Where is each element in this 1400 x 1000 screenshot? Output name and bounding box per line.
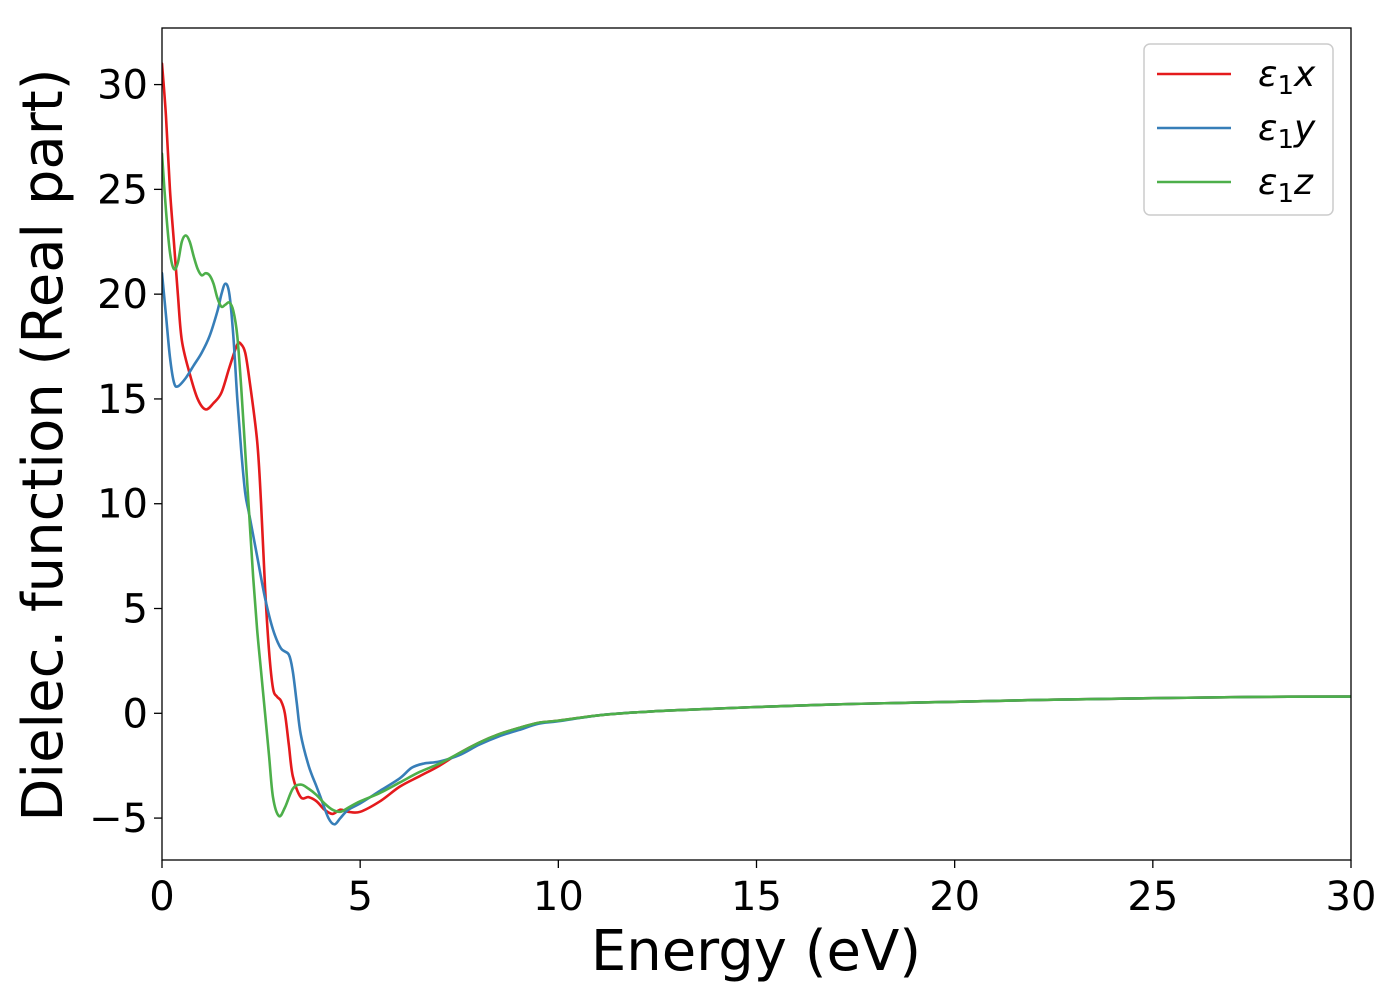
x-axis: 0 5 10 15 20 25 30 <box>149 860 1376 920</box>
legend-label-y: ε1y <box>1258 108 1316 155</box>
x-tick-label: 20 <box>929 874 980 920</box>
y-tick-label: 25 <box>97 167 148 213</box>
legend-box <box>1143 43 1334 216</box>
legend-label-z: ε1z <box>1258 162 1314 209</box>
y-tick-label: 15 <box>97 377 148 423</box>
x-tick-label: 0 <box>149 874 174 920</box>
x-tick-label: 5 <box>347 874 372 920</box>
x-tick-label: 25 <box>1127 874 1178 920</box>
x-axis-label: Energy (eV) <box>591 919 921 984</box>
x-tick-label: 10 <box>533 874 584 920</box>
y-tick-label: 20 <box>97 272 148 318</box>
y-tick-label: 30 <box>97 63 148 109</box>
y-tick-label: 10 <box>97 482 148 528</box>
legend-label-x: ε1x <box>1258 54 1316 101</box>
y-axis-label: Dielec. function (Real part) <box>11 68 76 821</box>
series-line-z <box>162 152 1351 818</box>
series-layer <box>162 62 1351 826</box>
x-tick-label: 30 <box>1326 874 1377 920</box>
y-tick-label: 0 <box>123 691 148 737</box>
x-tick-label: 15 <box>731 874 782 920</box>
legend: ε1x ε1y ε1z <box>1143 43 1334 216</box>
y-tick-label: 5 <box>123 587 148 633</box>
y-axis: −5 0 5 10 15 20 25 30 <box>89 63 162 842</box>
y-tick-label: −5 <box>89 796 148 842</box>
